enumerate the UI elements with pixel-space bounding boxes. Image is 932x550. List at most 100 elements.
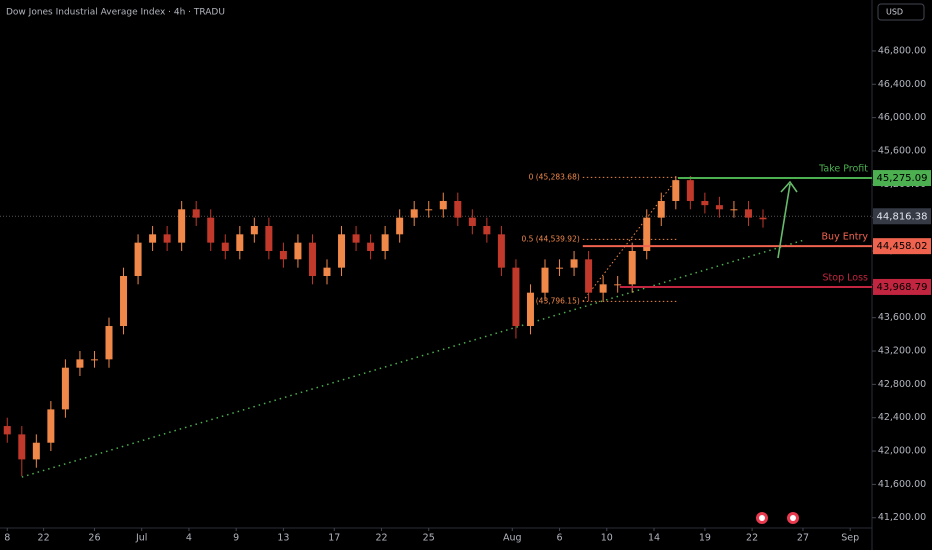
x-tick-label: 27	[797, 533, 809, 544]
y-tick-label: 46,400.00	[878, 79, 926, 90]
x-tick-label: 8	[4, 533, 10, 544]
candle-body	[250, 225, 258, 235]
y-tick-label: 41,200.00	[878, 512, 926, 523]
candle-body	[338, 234, 346, 268]
candle-body	[105, 326, 113, 360]
candle-body	[308, 242, 316, 277]
candle-body	[323, 267, 331, 277]
y-tick-label: 43,200.00	[878, 346, 926, 357]
candle-body	[207, 217, 215, 243]
candle-body	[279, 250, 287, 260]
plot: 0 (45,283.68) 0.5 (44,539.92) 1 (43,796.15…	[0, 164, 872, 478]
candle-body	[236, 234, 244, 251]
candle-body	[90, 359, 98, 361]
x-tick-label: 10	[601, 533, 613, 544]
candle-body	[744, 209, 752, 218]
candle-body	[367, 242, 375, 251]
x-tick-label: 22	[38, 533, 50, 544]
x-tick-label: 25	[423, 533, 435, 544]
candle-body	[192, 209, 200, 218]
x-tick-label: 17	[328, 533, 340, 544]
candle-body	[672, 180, 680, 201]
y-tick-label: 46,000.00	[878, 112, 926, 123]
candle-body	[570, 259, 578, 268]
candle-body	[512, 267, 520, 327]
y-tick-label: 46,800.00	[878, 45, 926, 56]
candle-body	[178, 209, 186, 243]
candle-body	[701, 200, 709, 206]
candle-body	[76, 359, 84, 368]
candle-body	[381, 234, 389, 251]
x-tick-label: 22	[746, 533, 758, 544]
x-tick-label: 9	[233, 533, 239, 544]
level-name: Buy Entry	[822, 232, 869, 243]
candle-body	[396, 217, 404, 235]
candle-body	[163, 234, 171, 243]
candle-body	[18, 434, 26, 460]
candle-body	[352, 234, 360, 243]
candle-body	[61, 367, 69, 410]
candle-body	[425, 209, 433, 211]
candle-body	[686, 180, 694, 201]
candle-body	[439, 200, 447, 210]
candle-body	[265, 225, 273, 251]
last-price-label: 44,816.38	[877, 211, 928, 222]
candle-body	[47, 409, 55, 443]
candle-body	[3, 426, 11, 435]
candle-body	[614, 284, 622, 286]
y-tick-label: 42,400.00	[878, 412, 926, 423]
fib-label: 1 (43,796.15)	[529, 296, 580, 305]
y-tick-label: 45,600.00	[878, 145, 926, 156]
x-tick-label: 4	[186, 533, 192, 544]
chart-title: Dow Jones Industrial Average Index · 4h …	[6, 8, 225, 18]
candle-body	[483, 225, 491, 235]
candle-body	[221, 242, 229, 251]
level-badge-label: 44,458.02	[877, 241, 928, 252]
trendline	[21, 238, 806, 478]
x-tick-label: Jul	[135, 533, 147, 544]
candle-body	[468, 217, 476, 226]
candle-body	[657, 200, 665, 218]
event-icon-dot	[759, 515, 765, 521]
level-name: Stop Loss	[823, 272, 869, 283]
x-tick-label: Aug	[503, 533, 522, 544]
level-name: Take Profit	[818, 164, 868, 175]
candle-body	[294, 242, 302, 260]
arrow	[777, 180, 798, 259]
candle-body	[730, 209, 738, 211]
candle-body	[526, 292, 534, 327]
y-tick-label: 43,600.00	[878, 312, 926, 323]
level-badge	[873, 170, 931, 187]
x-tick-label: 26	[88, 533, 100, 544]
candle-body	[149, 234, 157, 243]
x-tick-label: 13	[277, 533, 289, 544]
x-tick-label: Sep	[841, 533, 859, 544]
level-badge-label: 45,275.09	[877, 173, 928, 184]
candle-body	[759, 217, 767, 220]
candle-body	[454, 200, 462, 218]
candle-body	[410, 209, 418, 218]
candle-body	[585, 259, 593, 293]
candle-body	[497, 234, 505, 268]
y-tick-label: 42,000.00	[878, 446, 926, 457]
event-icon-dot	[790, 515, 796, 521]
last-price-badge	[873, 208, 931, 225]
candle-body	[643, 217, 651, 251]
x-tick-label: 19	[699, 533, 711, 544]
candle-body	[715, 205, 723, 210]
candle-body	[134, 242, 142, 277]
x-tick-label: 22	[375, 533, 387, 544]
candle-body	[628, 250, 636, 285]
candle-body	[541, 267, 549, 293]
level-badge-label: 43,968.79	[877, 282, 928, 293]
x-tick-label: 6	[557, 533, 563, 544]
candle-body	[599, 284, 607, 293]
candle-body	[120, 276, 128, 327]
y-tick-label: 41,600.00	[878, 479, 926, 490]
currency-button[interactable]	[877, 3, 925, 21]
fib-label: 0.5 (44,539.92)	[521, 234, 579, 243]
y-tick-label: 42,800.00	[878, 379, 926, 390]
currency-label: USD	[886, 8, 903, 17]
